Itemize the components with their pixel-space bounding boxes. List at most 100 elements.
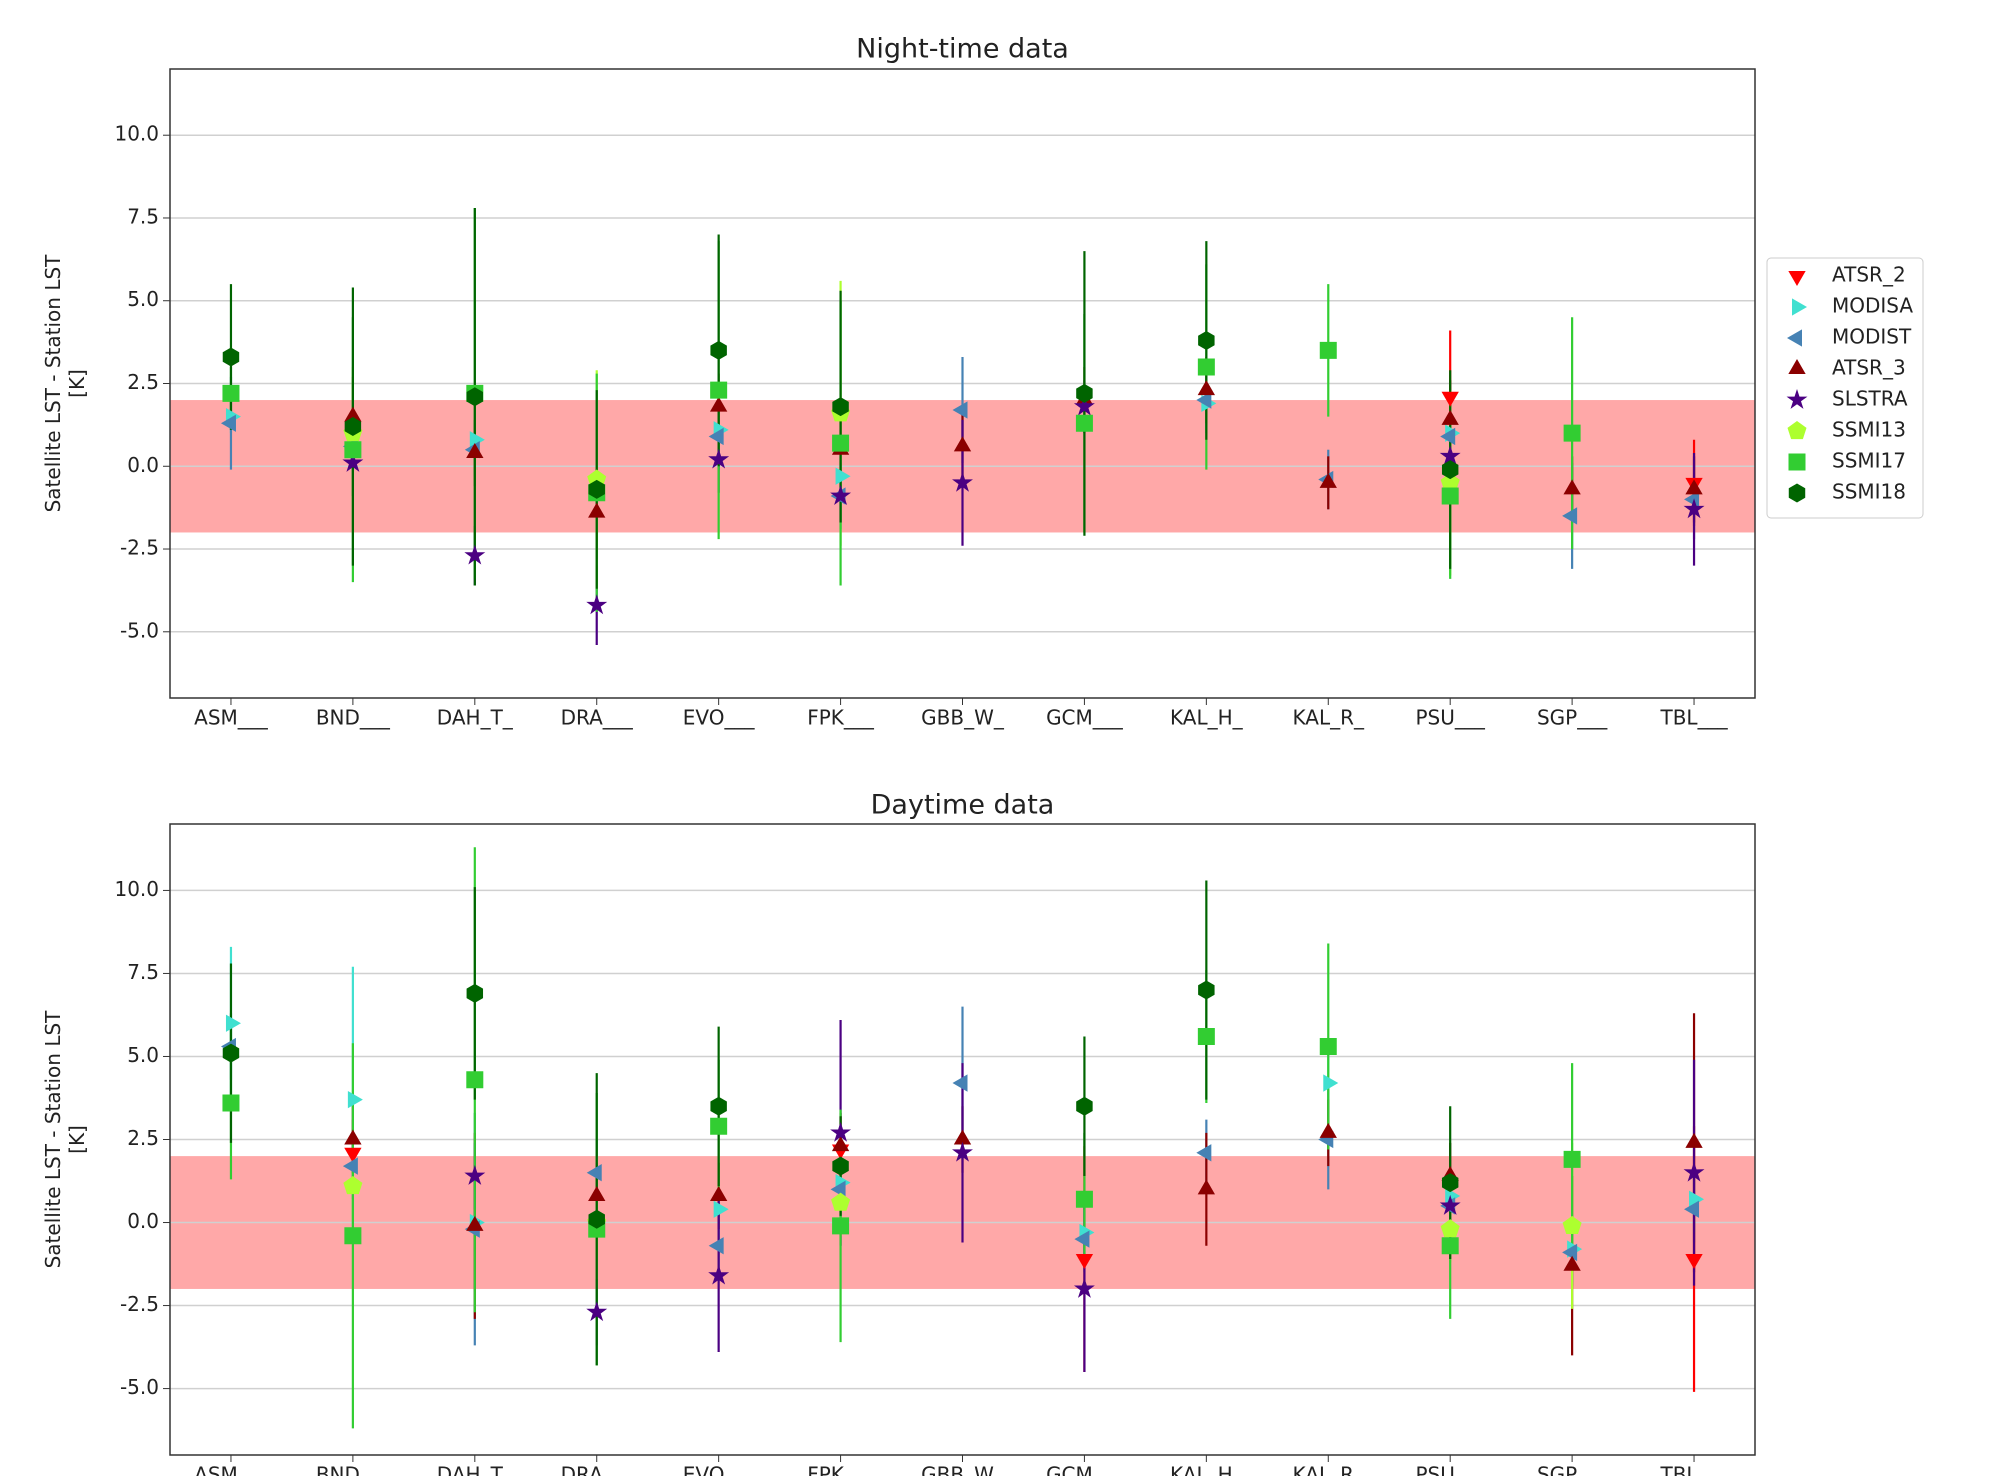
marker (464, 1165, 486, 1185)
x-tick-label: ASM___ (194, 706, 269, 730)
marker (586, 1164, 602, 1182)
y-tick-label: 5.0 (127, 1043, 159, 1067)
marker (713, 1200, 729, 1218)
marker (466, 443, 484, 459)
marker (1196, 391, 1212, 409)
y-tick-label: 0.0 (127, 453, 159, 477)
x-tick-label: DAH_T_ (437, 706, 514, 730)
marker (222, 384, 240, 402)
x-tick-label: KAL_H_ (1170, 706, 1244, 730)
chart-title: Night-time data (856, 34, 1069, 65)
marker (1440, 427, 1456, 446)
y-tick-label: -5.0 (120, 618, 159, 642)
x-tick-label: TBL___ (1659, 706, 1728, 730)
marker (220, 414, 236, 432)
marker (708, 427, 724, 446)
marker (1563, 479, 1581, 495)
marker (1685, 1132, 1703, 1148)
y-tick-label: -5.0 (120, 1375, 159, 1399)
marker (1441, 460, 1459, 480)
marker (1563, 1150, 1581, 1168)
marker (1439, 1194, 1461, 1215)
marker (953, 1129, 972, 1145)
legend-label: ATSR_2 (1832, 263, 1906, 287)
legend-marker (1792, 298, 1807, 316)
marker (1441, 391, 1459, 407)
x-tick-label: KAL_R_ (1293, 706, 1365, 730)
x-tick-label: KAL_H_ (1170, 1463, 1244, 1476)
marker (466, 983, 484, 1003)
x-tick-label: EVO___ (683, 706, 756, 730)
marker (830, 485, 852, 505)
legend-marker (1788, 483, 1806, 503)
marker (952, 401, 968, 419)
legend-marker (1788, 271, 1806, 286)
marker (1441, 1237, 1459, 1255)
legend-label: MODISA (1832, 294, 1913, 318)
marker (466, 387, 484, 407)
marker (1439, 445, 1461, 466)
marker (1319, 1122, 1337, 1138)
y-tick-label: 0.0 (127, 1209, 159, 1233)
marker (225, 1014, 241, 1032)
marker (953, 436, 972, 452)
marker (344, 1147, 362, 1163)
y-axis-label-line: [K] (65, 1125, 89, 1154)
y-axis-label: Satellite LST - Station LST[K] (41, 1010, 89, 1269)
plot-frame (169, 823, 1756, 1456)
legend-marker (1787, 329, 1802, 347)
marker (344, 406, 362, 422)
marker (1441, 487, 1459, 505)
marker (1198, 330, 1215, 350)
x-tick-label: TBL___ (1659, 1463, 1728, 1476)
marker (952, 1141, 973, 1162)
marker (343, 1175, 363, 1195)
legend-label: SLSTRA (1832, 387, 1908, 411)
marker (1319, 341, 1337, 359)
y-axis-label: Satellite LST - Station LST[K] (41, 254, 89, 513)
marker (342, 451, 364, 472)
x-tick-label: SGP___ (1537, 1463, 1608, 1476)
marker (709, 396, 728, 412)
marker (344, 1227, 362, 1245)
y-axis-label-line: [K] (65, 369, 89, 398)
x-tick-label: GCM___ (1046, 1463, 1124, 1476)
marker (1440, 472, 1460, 491)
marker (588, 1185, 606, 1201)
marker (466, 1071, 484, 1089)
y-tick-label: 10.0 (114, 877, 159, 901)
x-tick-label: GBB_W_ (921, 706, 1005, 730)
x-tick-label: BND___ (316, 1463, 391, 1476)
marker (1319, 472, 1337, 488)
marker (1197, 1028, 1215, 1046)
x-tick-label: FPK___ (807, 706, 875, 730)
marker (1441, 1173, 1459, 1193)
y-tick-label: 2.5 (127, 370, 159, 394)
marker (1197, 380, 1216, 396)
marker (1685, 479, 1703, 495)
marker (469, 431, 485, 449)
x-tick-label: PSU___ (1415, 1463, 1485, 1476)
marker (1562, 507, 1578, 525)
marker (831, 1136, 850, 1152)
marker (1562, 1243, 1578, 1262)
marker (710, 381, 728, 399)
marker (1074, 1230, 1090, 1248)
marker (347, 1090, 363, 1109)
legend-label: ATSR_3 (1832, 356, 1906, 380)
marker (1197, 1179, 1216, 1195)
x-tick-label: FPK___ (807, 1463, 875, 1476)
marker (708, 1264, 730, 1285)
marker (1683, 1161, 1705, 1182)
marker (1685, 1254, 1703, 1270)
marker (1197, 358, 1215, 376)
x-tick-label: SGP___ (1537, 706, 1608, 730)
y-tick-label: 10.0 (114, 122, 159, 146)
marker (1562, 1215, 1582, 1234)
legend-box (1766, 257, 1924, 519)
x-tick-label: DAH_T_ (437, 1463, 514, 1476)
marker (952, 471, 973, 492)
marker (1441, 409, 1459, 425)
marker (1073, 1277, 1095, 1298)
